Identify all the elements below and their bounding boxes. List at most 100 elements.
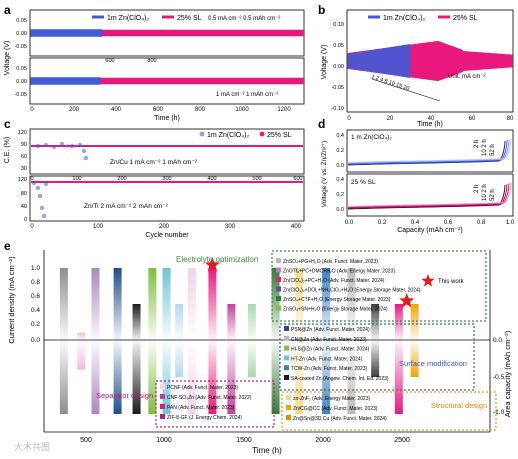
current-density-bar bbox=[410, 304, 419, 340]
this-work-label: This work bbox=[438, 279, 465, 285]
surface-title: Surface modification bbox=[399, 359, 467, 368]
panel-b-unit: Unit: mA cm⁻² bbox=[448, 74, 486, 80]
panel-d-bottom-frame bbox=[346, 173, 514, 217]
structural-title: Structural design bbox=[431, 401, 487, 410]
pd-xtick: 0.2 bbox=[378, 220, 387, 226]
panel-label-d: d bbox=[318, 117, 325, 131]
pe-ylabel-right: Area capacity (mAh cm⁻²) bbox=[503, 330, 512, 417]
ref-swatch bbox=[284, 335, 289, 341]
ref-swatch bbox=[284, 345, 289, 351]
ce-point-clo4 bbox=[77, 142, 83, 148]
ce-point-clo4 bbox=[31, 180, 37, 186]
ref-swatch bbox=[160, 384, 165, 389]
current-density-bar bbox=[247, 304, 256, 340]
current-density-bar bbox=[295, 268, 304, 340]
pc-ytick: 60 bbox=[21, 154, 27, 160]
pe-right-ytick: -0.5 bbox=[493, 374, 505, 381]
ref-label: CN@Zn (Adv. Funct. Mater. 2023) bbox=[291, 337, 367, 343]
pb-xtick: 40 bbox=[428, 116, 435, 122]
ref-swatch bbox=[284, 326, 289, 331]
ref-swatch bbox=[160, 404, 165, 409]
ref-label: Zn(ClO₄)₂+PC+H₂O (Adv. Funct. Mater. 202… bbox=[283, 278, 385, 284]
ref-label: HT-Zn (Adv. Funct. Mater. 2024) bbox=[291, 356, 363, 362]
ce-point-clo4 bbox=[59, 141, 65, 147]
pe-xtick: 1000 bbox=[156, 437, 172, 444]
ce-point-clo4 bbox=[51, 144, 57, 150]
pb-ytick: -0.05 bbox=[331, 85, 344, 91]
ref-swatch bbox=[160, 394, 165, 399]
current-density-bar bbox=[132, 304, 141, 340]
curve-sl bbox=[347, 184, 506, 210]
pc-top-xtick: 200 bbox=[117, 176, 126, 182]
pe-ytick: 1.0 bbox=[31, 265, 40, 272]
ref-swatch bbox=[276, 258, 281, 263]
panel-d-top-title: 1 m Zn(ClO₄)₂ bbox=[351, 134, 392, 141]
ref-label: ZnSO₄+CTF+H₂O (Energy Storage Mater. 202… bbox=[283, 297, 391, 303]
current-density-bar bbox=[59, 268, 68, 340]
curve-clo4 bbox=[347, 140, 508, 165]
area-capacity-bar bbox=[347, 341, 356, 414]
ref-label: PSN@Zn (Adv. Funct. Mater. 2024) bbox=[291, 327, 370, 333]
area-capacity-bar bbox=[371, 341, 380, 377]
panel-a: 1m Zn(ClO₄)₂ 25% SL 0.5 mA cm⁻² 0.5 mAh … bbox=[4, 9, 305, 122]
legend-label-sl: 25% SL bbox=[177, 15, 202, 22]
panel-c-bottom-frame bbox=[29, 175, 305, 222]
legend-label-zn-clo4: 1m Zn(ClO₄)₂ bbox=[383, 15, 425, 22]
pc-xtick: 300 bbox=[225, 224, 236, 230]
area-capacity-bar bbox=[187, 341, 196, 414]
pc-xtick: 200 bbox=[159, 224, 170, 230]
pb-xtick: 0 bbox=[347, 116, 351, 122]
pa-ytick: 0.05 bbox=[16, 18, 27, 24]
ref-label: ZnSO₄+SN+H₂O (Energy Storage Mater. 2024… bbox=[283, 307, 388, 313]
pc-ytick: 40 bbox=[21, 204, 27, 210]
current-density-bar bbox=[175, 304, 184, 340]
legend-label-zn-clo4: 1m Zn(ClO₄)₂ bbox=[107, 15, 149, 22]
pd-ytick: 0.4 bbox=[336, 133, 344, 139]
ref-swatch bbox=[284, 355, 289, 361]
legend-marker-blue bbox=[199, 131, 205, 137]
ce-point-clo4 bbox=[41, 213, 47, 219]
pa-xtick: 600 bbox=[153, 107, 164, 113]
pd-rest-label: 52 h bbox=[490, 144, 496, 156]
area-capacity-bar bbox=[162, 341, 171, 414]
pc-xtick: 400 bbox=[291, 224, 302, 230]
panel-d: 1 m Zn(ClO₄)₂ 25 % SL 2 h 10 2 h 52 h 2 … bbox=[321, 129, 515, 234]
ref-label: ZIF-8-GF (J. Energy Chem. 2024) bbox=[167, 415, 242, 421]
panel-a-bottom-condition: 1 mA cm⁻² 1 mAh cm⁻² bbox=[216, 92, 278, 98]
ce-point-clo4 bbox=[83, 155, 89, 161]
structural-box bbox=[281, 391, 497, 431]
pa-xtick: 800 bbox=[195, 107, 206, 113]
ref-swatch bbox=[160, 414, 165, 419]
pe-xtick: 2000 bbox=[315, 437, 331, 444]
pe-ylabel-left: Current density (mA cm⁻²) bbox=[7, 256, 16, 344]
rate-trace-clo4 bbox=[347, 44, 411, 78]
ref-swatch bbox=[284, 365, 289, 371]
pc-xtick: 100 bbox=[93, 224, 104, 230]
panel-label-e: e bbox=[4, 239, 11, 253]
pd-xtick: 0.0 bbox=[345, 220, 354, 226]
pc-top-xtick: 600 bbox=[293, 176, 302, 182]
panel-label-b: b bbox=[318, 3, 325, 17]
pe-right-ytick: 0.0 bbox=[493, 337, 502, 344]
pa-ylabel: Voltage (V) bbox=[4, 41, 11, 76]
pb-xlabel: Time (h) bbox=[417, 121, 443, 128]
pb-ytick: 0.05 bbox=[333, 43, 344, 49]
ref-swatch bbox=[276, 267, 281, 273]
panel-e: Electrolyte optimization ZnSO₄+PG+H₂O (A… bbox=[7, 250, 512, 455]
pe-right-ytick: -1.0 bbox=[493, 409, 505, 416]
ref-swatch bbox=[284, 375, 289, 380]
pe-xlabel: Time (h) bbox=[252, 446, 282, 455]
panel-label-a: a bbox=[4, 3, 11, 17]
pd-ylabel: Voltage (V vs. Zn/Zn²⁺) bbox=[321, 141, 328, 208]
legend-marker-pink bbox=[259, 131, 265, 137]
pa-xtick: 1000 bbox=[235, 107, 249, 113]
area-capacity-bar bbox=[91, 341, 100, 414]
panel-d-top-frame bbox=[346, 129, 514, 173]
pa-ytick: 0.00 bbox=[16, 31, 27, 37]
pc-xlabel: Cycle number bbox=[145, 232, 189, 239]
curve-sl bbox=[347, 184, 508, 209]
current-density-bar bbox=[187, 268, 196, 340]
separator-title: Separator design bbox=[96, 391, 153, 400]
ref-label: PAN (Adv. Funct. Mater. 2023) bbox=[167, 405, 235, 411]
